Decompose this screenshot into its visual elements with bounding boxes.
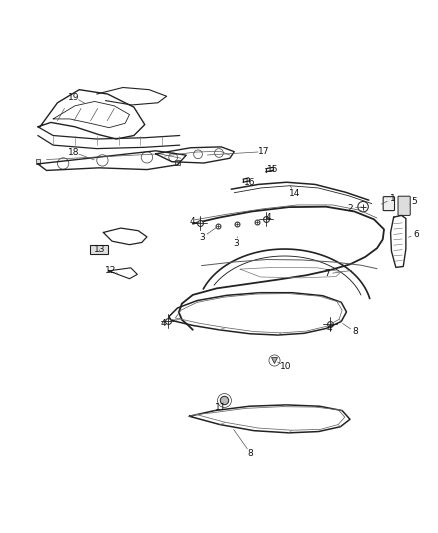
Text: 3: 3: [200, 233, 205, 242]
Text: 8: 8: [247, 449, 253, 458]
Text: 2: 2: [347, 204, 353, 213]
Bar: [35, 159, 40, 164]
Text: 16: 16: [244, 177, 255, 187]
Text: 5: 5: [412, 197, 417, 206]
FancyBboxPatch shape: [383, 197, 395, 211]
FancyBboxPatch shape: [398, 196, 410, 215]
Text: 3: 3: [233, 239, 239, 248]
Bar: [175, 159, 180, 165]
Text: 6: 6: [413, 230, 419, 239]
Text: 15: 15: [266, 165, 278, 174]
Text: 1: 1: [389, 195, 395, 203]
Text: 4: 4: [160, 319, 166, 328]
Text: 4: 4: [265, 213, 271, 222]
Text: 14: 14: [289, 189, 300, 198]
Text: 4: 4: [326, 324, 332, 333]
Text: 17: 17: [258, 147, 269, 156]
Text: 4: 4: [190, 217, 196, 227]
Text: 8: 8: [352, 327, 358, 336]
Text: 7: 7: [325, 269, 330, 278]
Text: 10: 10: [280, 361, 292, 370]
Text: 13: 13: [94, 245, 105, 254]
Text: 12: 12: [105, 266, 117, 276]
Text: 11: 11: [215, 403, 227, 412]
Bar: [90, 245, 108, 254]
Text: 19: 19: [68, 93, 79, 102]
Text: 18: 18: [68, 148, 79, 157]
